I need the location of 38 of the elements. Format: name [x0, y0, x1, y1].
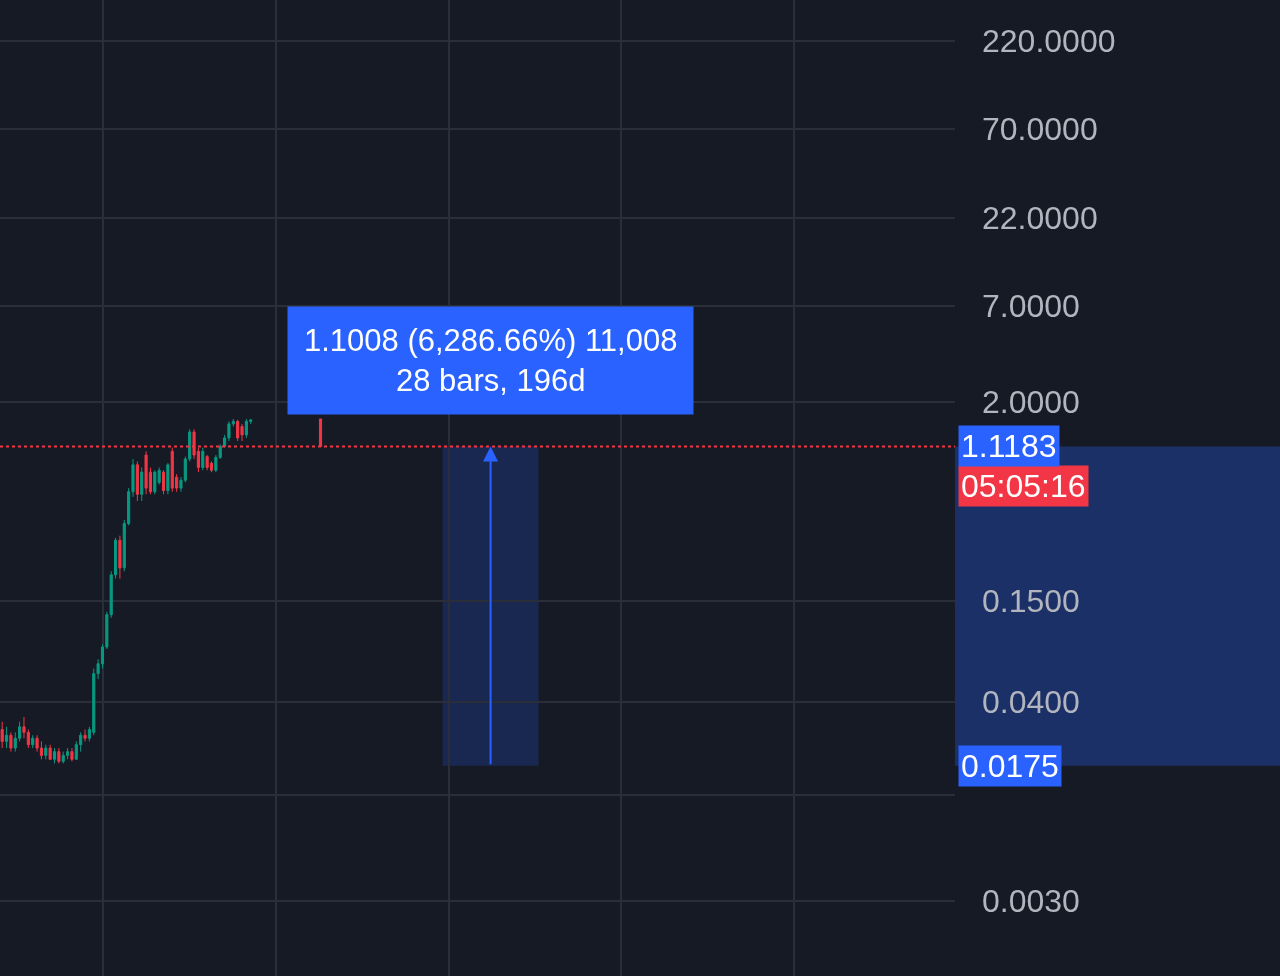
candlestick: [52, 747, 57, 764]
candlestick: [170, 447, 174, 493]
candlestick: [61, 751, 65, 764]
candlestick: [153, 469, 157, 495]
annotation: 28 bars, 196d: [395, 363, 586, 399]
ref-line-label: 1.1183: [961, 428, 1057, 464]
candlestick: [57, 747, 61, 764]
candlestick: [66, 747, 70, 760]
candlestick: [166, 462, 170, 495]
candlestick: [4, 726, 9, 749]
y-tick-label: 0.1500: [982, 582, 1080, 619]
candlestick: [83, 729, 87, 742]
candlestick: [135, 460, 139, 502]
candlestick: [0, 721, 4, 749]
candlestick: [161, 469, 166, 495]
y-tick-label: 2.0000: [982, 384, 1080, 421]
text: 0.0175: [961, 748, 1059, 784]
candlestick: [48, 744, 52, 760]
candlestick: [205, 454, 209, 471]
candlestick: [118, 535, 122, 580]
y-tick-label: 220.0000: [982, 23, 1116, 60]
text: 05:05:16: [961, 468, 1086, 504]
candlestick: [244, 418, 248, 439]
y-tick-label: 22.0000: [982, 199, 1098, 236]
candlestick: [9, 731, 13, 753]
y-tick-label: 7.0000: [982, 287, 1080, 324]
y-tick-label: 0.0400: [982, 684, 1080, 721]
annotation: 1.1008 (6,286.66%) 11,008: [304, 323, 678, 358]
candlestick: [44, 744, 48, 760]
candlestick: [201, 447, 205, 471]
candlestick: [144, 450, 148, 495]
candlestick: [140, 467, 144, 502]
candlestick: [240, 423, 244, 442]
candlestick: [70, 747, 74, 762]
candlestick: [236, 419, 240, 442]
y-tick-label: 70.0000: [982, 111, 1098, 148]
candlestick: [31, 734, 35, 749]
y-tick-label: 0.0030: [982, 883, 1080, 920]
